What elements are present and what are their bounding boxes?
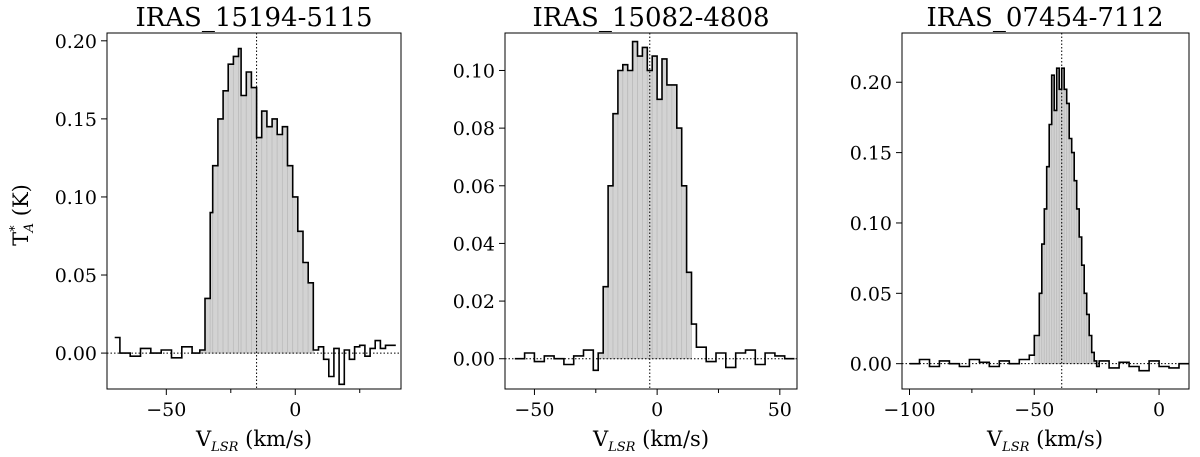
chart-panel-3: IRAS_07454-7112 0.00 0.05 0.10 0.15 0.20 −10… — [850, 3, 1190, 455]
x-axis-ticks: −50 0 50 — [514, 389, 792, 421]
y-tick-label: 0.20 — [850, 72, 892, 94]
spectrum-series — [909, 67, 1189, 372]
plot-frame — [901, 32, 1190, 390]
spectrum-bar — [266, 126, 273, 354]
chart-title: IRAS_15082-4808 — [532, 3, 769, 33]
spectrum-bar — [261, 110, 268, 354]
y-tick-label: 0.00 — [55, 343, 97, 365]
chart-title: IRAS_07454-7112 — [926, 3, 1163, 33]
y-axis-label: T*A (K) — [8, 184, 37, 246]
spectrum-bar — [271, 118, 278, 354]
y-tick-label: 0.20 — [55, 31, 97, 53]
y-tick-label: 0.06 — [453, 176, 495, 198]
x-tick-label: −100 — [883, 399, 935, 421]
y-tick-label: 0.08 — [453, 118, 495, 140]
spectrum-bar — [651, 55, 658, 360]
x-tick-label: −50 — [514, 399, 554, 421]
axes-frame — [901, 32, 1190, 390]
y-axis-ticks: 0.00 0.05 0.10 0.15 0.20 — [850, 72, 902, 376]
y-tick-label: 0.10 — [453, 60, 495, 82]
spectrum-bar — [637, 55, 643, 360]
x-axis-label: VLSR (km/s) — [195, 427, 312, 455]
spectrum-bar — [227, 63, 234, 354]
spectrum-line — [114, 47, 396, 386]
y-tick-label: 0.05 — [850, 283, 892, 305]
spectrum-series — [114, 47, 396, 386]
spectrum-series — [514, 40, 795, 372]
y-tick-label: 0.10 — [55, 187, 97, 209]
spectrum-bar — [212, 165, 219, 354]
y-tick-label: 0.04 — [453, 233, 495, 255]
y-axis-ticks: 0.00 0.05 0.10 0.15 0.20 — [55, 31, 107, 365]
plot-frame — [504, 32, 798, 390]
x-tick-label: 0 — [1153, 399, 1165, 421]
spectrum-bar — [632, 41, 638, 360]
spectrum-line — [514, 40, 795, 372]
y-tick-label: 0.02 — [453, 291, 495, 313]
x-tick-label: 0 — [289, 399, 301, 421]
x-axis-ticks: −50 0 — [146, 389, 361, 421]
spectrum-bar — [656, 98, 663, 360]
spectrum-bar — [232, 56, 239, 354]
chart-title: IRAS_15194-5115 — [135, 3, 372, 33]
axes-frame — [106, 32, 402, 390]
y-axis-ticks: 0.00 0.02 0.04 0.06 0.08 0.10 — [453, 60, 505, 371]
y-tick-label: 0.05 — [55, 265, 97, 287]
spectrum-bar — [661, 58, 668, 360]
spectrum-bar — [256, 137, 263, 354]
y-tick-label: 0.10 — [850, 213, 892, 235]
x-axis-label: VLSR (km/s) — [986, 427, 1103, 455]
spectrum-bar — [276, 134, 283, 354]
spectrum-fill — [1033, 67, 1098, 365]
y-tick-label: 0.00 — [850, 354, 892, 376]
spectrum-bar — [222, 90, 229, 354]
spectrum-bar — [642, 47, 648, 360]
spectrum-bar — [622, 64, 629, 360]
spectrum-bar — [245, 71, 252, 354]
x-tick-label: 0 — [651, 399, 663, 421]
axes-frame — [504, 32, 798, 390]
chart-panel-2: IRAS_15082-4808 0.00 0.02 0.04 0.06 0.08 0.10… — [453, 3, 798, 455]
x-axis-label: VLSR (km/s) — [592, 427, 709, 455]
spectrum-bar — [240, 95, 247, 354]
spectrum-line — [909, 67, 1189, 372]
x-tick-label: −50 — [1014, 399, 1054, 421]
x-axis-ticks: −100 −50 0 — [883, 389, 1165, 421]
spectrum-bar — [627, 70, 633, 360]
y-tick-label: 0.15 — [55, 109, 97, 131]
spectrum-bar — [666, 84, 673, 360]
spectrum-bar — [302, 262, 309, 354]
x-tick-label: 50 — [768, 399, 792, 421]
x-tick-label: −50 — [146, 399, 186, 421]
y-tick-label: 0.00 — [453, 349, 495, 371]
y-tick-label: 0.15 — [850, 143, 892, 165]
chart-panel-1: IRAS_15194-5115 0.00 0.05 0.10 0.15 0.20 −50… — [8, 3, 402, 455]
plot-frame — [106, 32, 402, 390]
